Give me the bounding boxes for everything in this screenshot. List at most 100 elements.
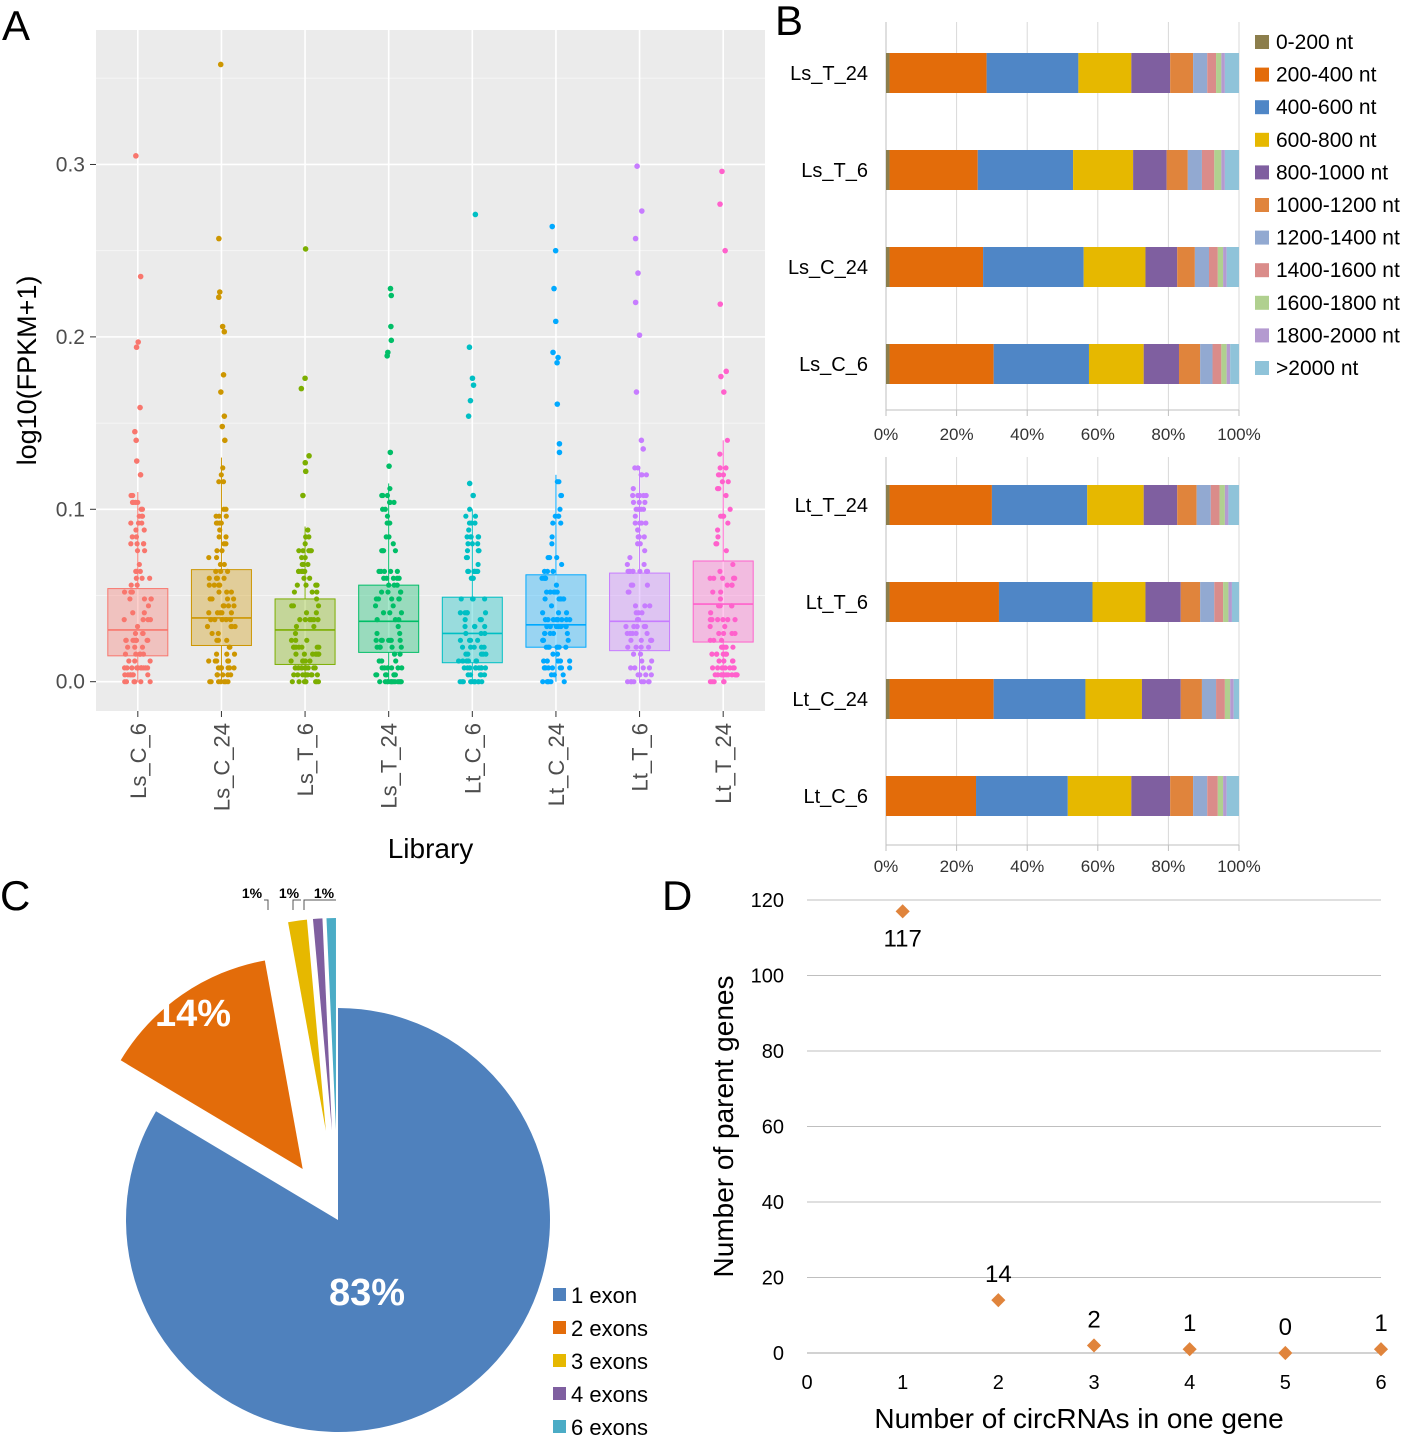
legend-swatch — [1255, 198, 1269, 212]
bar-segment — [1088, 344, 1144, 384]
data-point — [314, 651, 320, 657]
data-point — [213, 568, 219, 574]
bar-segment — [889, 485, 992, 525]
data-point — [315, 679, 322, 685]
bar-segment — [1207, 53, 1217, 93]
data-point — [638, 520, 645, 526]
data-point — [707, 637, 713, 643]
data-point — [293, 637, 299, 643]
bar-segment — [1177, 247, 1195, 287]
data-point — [475, 679, 481, 685]
bar-segment — [1233, 679, 1239, 719]
data-point — [300, 672, 306, 678]
data-point — [467, 665, 473, 671]
outlier-point — [384, 353, 390, 359]
data-point — [459, 644, 466, 650]
bar-segment — [889, 344, 994, 384]
data-point — [289, 679, 295, 685]
data-point — [729, 582, 735, 588]
outlier-point — [722, 247, 728, 254]
data-point — [302, 554, 308, 561]
bar-segment — [1196, 485, 1211, 525]
data-point — [460, 658, 466, 664]
legend-label: 6 exons — [571, 1415, 648, 1436]
data-point — [389, 596, 395, 602]
data-point — [638, 679, 645, 685]
data-point — [630, 485, 636, 492]
data-point — [397, 589, 404, 595]
data-point — [720, 472, 727, 478]
data-point — [308, 672, 314, 678]
bar-segment — [886, 150, 890, 190]
data-point — [637, 672, 643, 678]
data-point — [145, 617, 151, 623]
data-point — [231, 665, 237, 671]
data-point — [715, 472, 722, 478]
data-point — [291, 672, 297, 678]
data-point — [544, 658, 550, 664]
bar-segment — [1228, 485, 1239, 525]
outlier-point — [636, 332, 643, 338]
data-point — [472, 513, 479, 519]
bar-segment — [889, 53, 987, 93]
bar-segment — [1223, 776, 1227, 816]
data-point — [640, 665, 646, 671]
data-point — [732, 575, 738, 581]
legend-label: 1800-2000 nt — [1276, 324, 1400, 347]
data-point — [136, 513, 142, 519]
data-point — [1373, 1342, 1389, 1357]
legend-swatch — [1255, 100, 1269, 115]
bar-segment — [1085, 679, 1142, 719]
data-point — [560, 672, 566, 678]
data-point — [219, 610, 225, 616]
data-point — [632, 603, 639, 609]
y-tick-label: 20 — [762, 1268, 784, 1290]
data-point — [228, 610, 235, 616]
outlier-point — [469, 375, 476, 382]
data-point — [707, 575, 713, 581]
outlier-point — [219, 423, 226, 430]
data-point — [469, 541, 475, 547]
data-point — [305, 527, 311, 533]
data-point — [395, 665, 401, 671]
outlier-point — [554, 359, 560, 366]
data-point — [127, 596, 133, 602]
data-point — [384, 513, 391, 519]
point-label: 1 — [1183, 1310, 1196, 1337]
data-point — [470, 596, 476, 602]
data-point — [143, 665, 149, 671]
data-point — [644, 568, 651, 574]
outlier-point — [634, 163, 640, 169]
bar-segment — [1219, 485, 1225, 525]
outlier-point — [135, 339, 142, 345]
data-point — [540, 679, 546, 685]
data-point — [133, 637, 140, 643]
legend-label: 400-600 nt — [1276, 96, 1377, 119]
panel-label-d: D — [662, 872, 692, 919]
bar-segment — [1170, 776, 1194, 816]
data-point — [212, 617, 218, 623]
data-point — [895, 904, 910, 919]
data-point — [541, 658, 547, 664]
data-point — [311, 665, 317, 671]
data-point — [719, 575, 726, 581]
outlier-point — [222, 437, 228, 444]
data-point — [288, 637, 295, 643]
box-group-Ls_T_6 — [274, 246, 336, 685]
data-point — [723, 548, 729, 554]
data-point — [223, 541, 229, 547]
data-point — [563, 610, 570, 616]
data-point — [217, 561, 224, 568]
bar-segment — [1224, 53, 1239, 93]
data-point — [204, 623, 211, 630]
data-point — [380, 548, 386, 554]
data-point — [398, 610, 405, 616]
data-point — [463, 630, 469, 637]
data-point — [555, 610, 562, 616]
data-point — [141, 610, 147, 616]
data-point — [559, 561, 565, 568]
outlier-point — [137, 404, 143, 411]
x-tick-label: 40% — [1010, 857, 1044, 876]
data-point — [139, 644, 146, 650]
data-point — [148, 596, 154, 602]
